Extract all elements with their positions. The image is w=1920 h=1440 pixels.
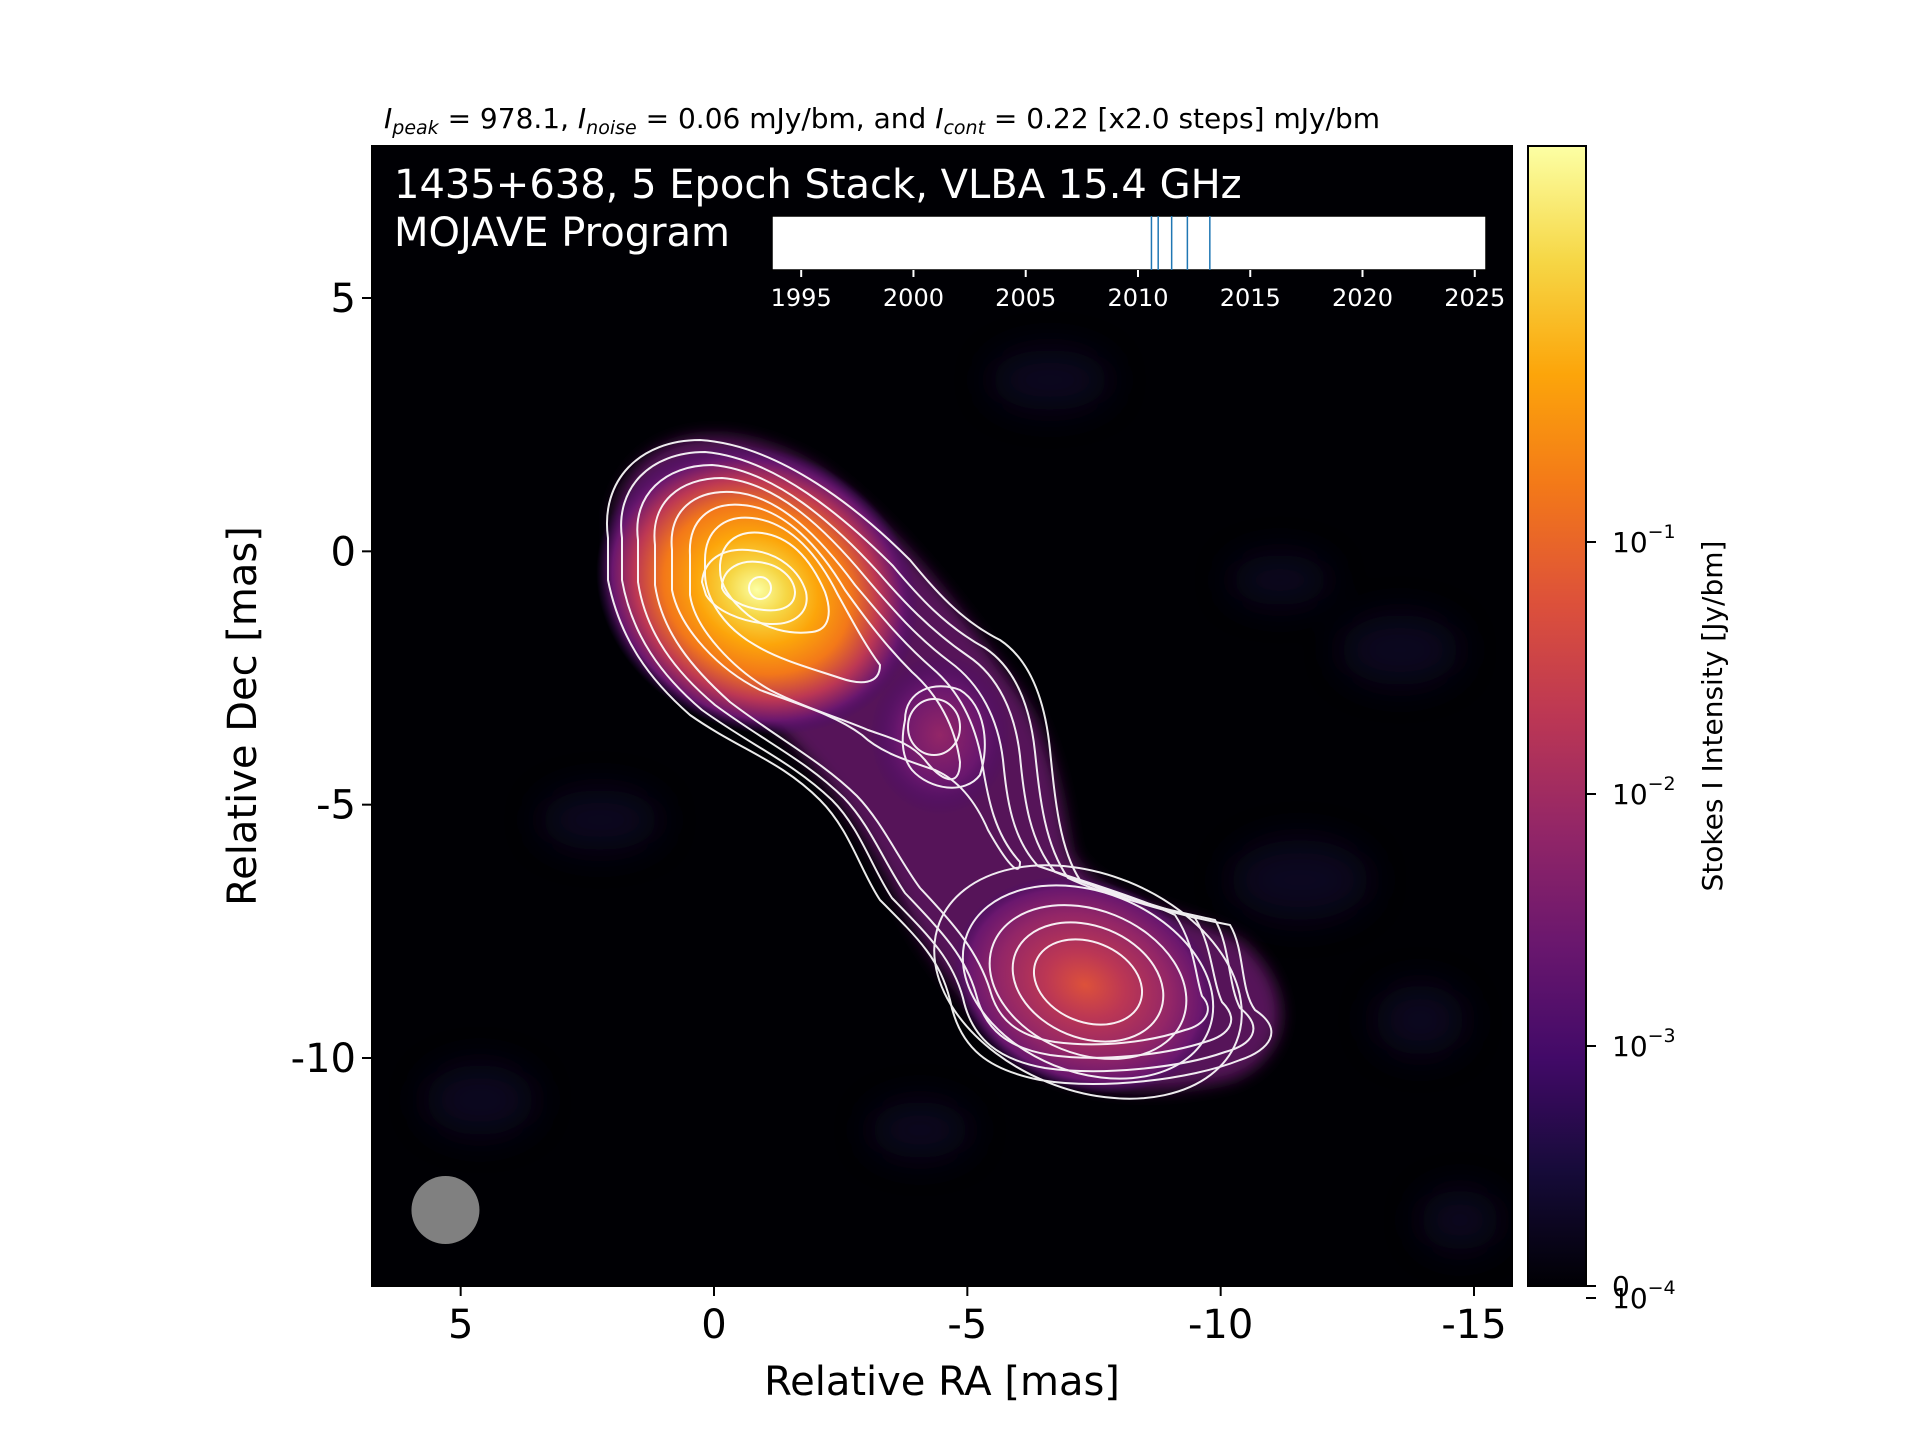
- epoch-inset-tick-label: 2020: [1332, 284, 1393, 312]
- title-peak-value: = 978.1,: [439, 102, 578, 135]
- overlay-program-label: MOJAVE Program: [394, 210, 730, 256]
- contour-7: [704, 516, 882, 684]
- title-cont-symbol: I: [935, 102, 943, 135]
- title-peak-symbol: I: [384, 102, 392, 135]
- contour-6: [688, 503, 962, 781]
- colorbar-tick-label: 0: [1612, 1270, 1630, 1303]
- epoch-inset-tick-label: 2025: [1444, 284, 1505, 312]
- y-tick-label: 0: [331, 529, 356, 575]
- y-tick-label: -5: [316, 783, 356, 829]
- contour-inner-knot-outer: [901, 685, 986, 789]
- title-noise-symbol: I: [578, 102, 586, 135]
- colorbar-tick-label: 10−2: [1612, 773, 1676, 811]
- x-tick-label: -15: [1441, 1302, 1506, 1348]
- colorbar-label: Stokes I Intensity [Jy/bm]: [1696, 541, 1729, 892]
- y-axis-label: Relative Dec [mas]: [220, 526, 266, 906]
- chart-title: Ipeak = 978.1, Inoise = 0.06 mJy/bm, and…: [384, 102, 1380, 139]
- epoch-inset-tick-label: 2000: [883, 284, 944, 312]
- contour-south-1: [933, 864, 1243, 1100]
- contour-inner-knot: [907, 698, 961, 756]
- colorbar-ticks: 10−1 10−2 10−3 10−40: [1586, 521, 1676, 1315]
- x-tick-label: 5: [448, 1302, 473, 1348]
- overlay-source-label: 1435+638, 5 Epoch Stack, VLBA 15.4 GHz: [394, 162, 1242, 208]
- x-axis-label: Relative RA [mas]: [764, 1359, 1120, 1405]
- colorbar-tick-label: 10−3: [1612, 1025, 1676, 1063]
- epoch-lines: [1150, 216, 1211, 270]
- plot-area: 1435+638, 5 Epoch Stack, VLBA 15.4 GHz M…: [371, 145, 1513, 1287]
- contour-south-5: [1032, 938, 1144, 1026]
- epoch-inset-tick-label: 2015: [1220, 284, 1281, 312]
- contour-south-2: [961, 884, 1215, 1080]
- contour-8: [719, 531, 830, 634]
- plot-frame: [371, 145, 1513, 1287]
- x-tick-label: 0: [701, 1302, 726, 1348]
- epoch-inset-tick-label: 1995: [771, 284, 832, 312]
- contour-peak: [748, 576, 772, 600]
- contour-9: [700, 548, 808, 626]
- contour-outer: [606, 438, 1273, 1085]
- y-tick-label: 5: [331, 276, 356, 322]
- title-cont-value: = 0.22 [x2.0 steps] mJy/bm: [985, 102, 1380, 135]
- contour-10: [721, 560, 797, 612]
- contour-3: [636, 463, 1233, 1059]
- x-tick-label: -5: [947, 1302, 987, 1348]
- contour-4: [653, 476, 1209, 1046]
- colorbar-tick-label: 10−1: [1612, 521, 1676, 559]
- x-tick-label: -10: [1188, 1302, 1253, 1348]
- inner-jet-emission: [870, 655, 1010, 815]
- y-axis-ticks: 5 0 -5 -10: [291, 276, 372, 1082]
- background-noise: [425, 350, 1500, 1250]
- title-cont-subscript: cont: [943, 117, 986, 139]
- contour-south-3: [988, 904, 1188, 1060]
- epoch-inset-box: [771, 215, 1487, 271]
- epoch-timeline-inset: 1995 2000 2005 2010 2015 2020 2025: [771, 215, 1505, 312]
- contours: [606, 438, 1273, 1100]
- epoch-inset-tick-label: 2010: [1107, 284, 1168, 312]
- beam-ellipse: [411, 1176, 480, 1244]
- y-tick-label: -10: [291, 1036, 356, 1082]
- colorbar-tick-label: 10−4: [1612, 1277, 1676, 1315]
- colorbar: 10−1 10−2 10−3 10−40 Stokes I Intensity [Jy…: [1527, 145, 1729, 1315]
- x-axis-ticks: 5 0 -5 -10 -15: [448, 1286, 1507, 1348]
- epoch-inset-tick-label: 2005: [995, 284, 1056, 312]
- title-noise-subscript: noise: [586, 117, 637, 139]
- colorbar-gradient: [1527, 145, 1587, 1287]
- title-peak-subscript: peak: [391, 117, 439, 139]
- contour-south-4: [1011, 921, 1165, 1043]
- title-noise-value: = 0.06 mJy/bm, and: [637, 102, 935, 135]
- epoch-inset-ticks: 1995 2000 2005 2010 2015 2020 2025: [771, 270, 1505, 312]
- contour-2: [620, 450, 1255, 1073]
